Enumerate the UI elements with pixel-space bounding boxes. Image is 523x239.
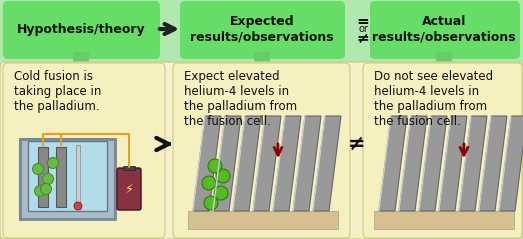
Polygon shape — [233, 116, 261, 211]
Polygon shape — [439, 116, 467, 211]
Polygon shape — [193, 116, 221, 211]
FancyBboxPatch shape — [20, 139, 115, 219]
Circle shape — [208, 159, 222, 173]
Circle shape — [48, 158, 59, 168]
FancyBboxPatch shape — [38, 147, 48, 207]
Text: Cold fusion is
taking place in
the palladium.: Cold fusion is taking place in the palla… — [14, 70, 101, 113]
FancyBboxPatch shape — [123, 166, 135, 170]
FancyBboxPatch shape — [374, 211, 514, 229]
FancyBboxPatch shape — [173, 63, 350, 238]
FancyBboxPatch shape — [28, 141, 107, 211]
Polygon shape — [499, 116, 523, 211]
FancyBboxPatch shape — [436, 52, 452, 64]
Circle shape — [214, 186, 228, 200]
Circle shape — [202, 176, 216, 190]
Text: Do not see elevated
helium-4 levels in
the palladium from
the fusion cell.: Do not see elevated helium-4 levels in t… — [374, 70, 493, 128]
FancyBboxPatch shape — [180, 1, 345, 59]
Polygon shape — [419, 116, 447, 211]
FancyBboxPatch shape — [188, 211, 338, 229]
Circle shape — [40, 184, 51, 195]
Circle shape — [204, 196, 218, 210]
Polygon shape — [253, 116, 281, 211]
FancyBboxPatch shape — [76, 145, 80, 209]
Text: or: or — [358, 24, 368, 34]
FancyBboxPatch shape — [254, 52, 270, 64]
FancyBboxPatch shape — [3, 1, 160, 59]
Circle shape — [32, 163, 43, 174]
Polygon shape — [273, 116, 301, 211]
FancyBboxPatch shape — [0, 62, 523, 239]
Polygon shape — [379, 116, 407, 211]
Text: =: = — [357, 13, 369, 28]
Polygon shape — [459, 116, 487, 211]
FancyBboxPatch shape — [73, 52, 89, 64]
Text: ⚡: ⚡ — [124, 183, 133, 196]
Text: Expected
results/observations: Expected results/observations — [190, 15, 334, 43]
FancyBboxPatch shape — [370, 1, 520, 59]
Circle shape — [74, 202, 82, 210]
Text: Actual
results/observations: Actual results/observations — [372, 15, 516, 43]
Polygon shape — [293, 116, 321, 211]
Circle shape — [42, 174, 53, 185]
Circle shape — [216, 169, 230, 183]
Polygon shape — [313, 116, 341, 211]
FancyBboxPatch shape — [0, 0, 523, 62]
Polygon shape — [399, 116, 427, 211]
Text: Hypothesis/theory: Hypothesis/theory — [17, 22, 145, 36]
FancyBboxPatch shape — [3, 63, 165, 238]
Text: ≠: ≠ — [348, 134, 366, 154]
Polygon shape — [479, 116, 507, 211]
Text: Expect elevated
helium-4 levels in
the palladium from
the fusion cell.: Expect elevated helium-4 levels in the p… — [184, 70, 297, 128]
Circle shape — [35, 185, 46, 196]
Polygon shape — [213, 116, 241, 211]
FancyBboxPatch shape — [56, 147, 66, 207]
FancyBboxPatch shape — [117, 168, 141, 210]
FancyBboxPatch shape — [363, 63, 522, 238]
Text: ≠: ≠ — [357, 31, 369, 45]
